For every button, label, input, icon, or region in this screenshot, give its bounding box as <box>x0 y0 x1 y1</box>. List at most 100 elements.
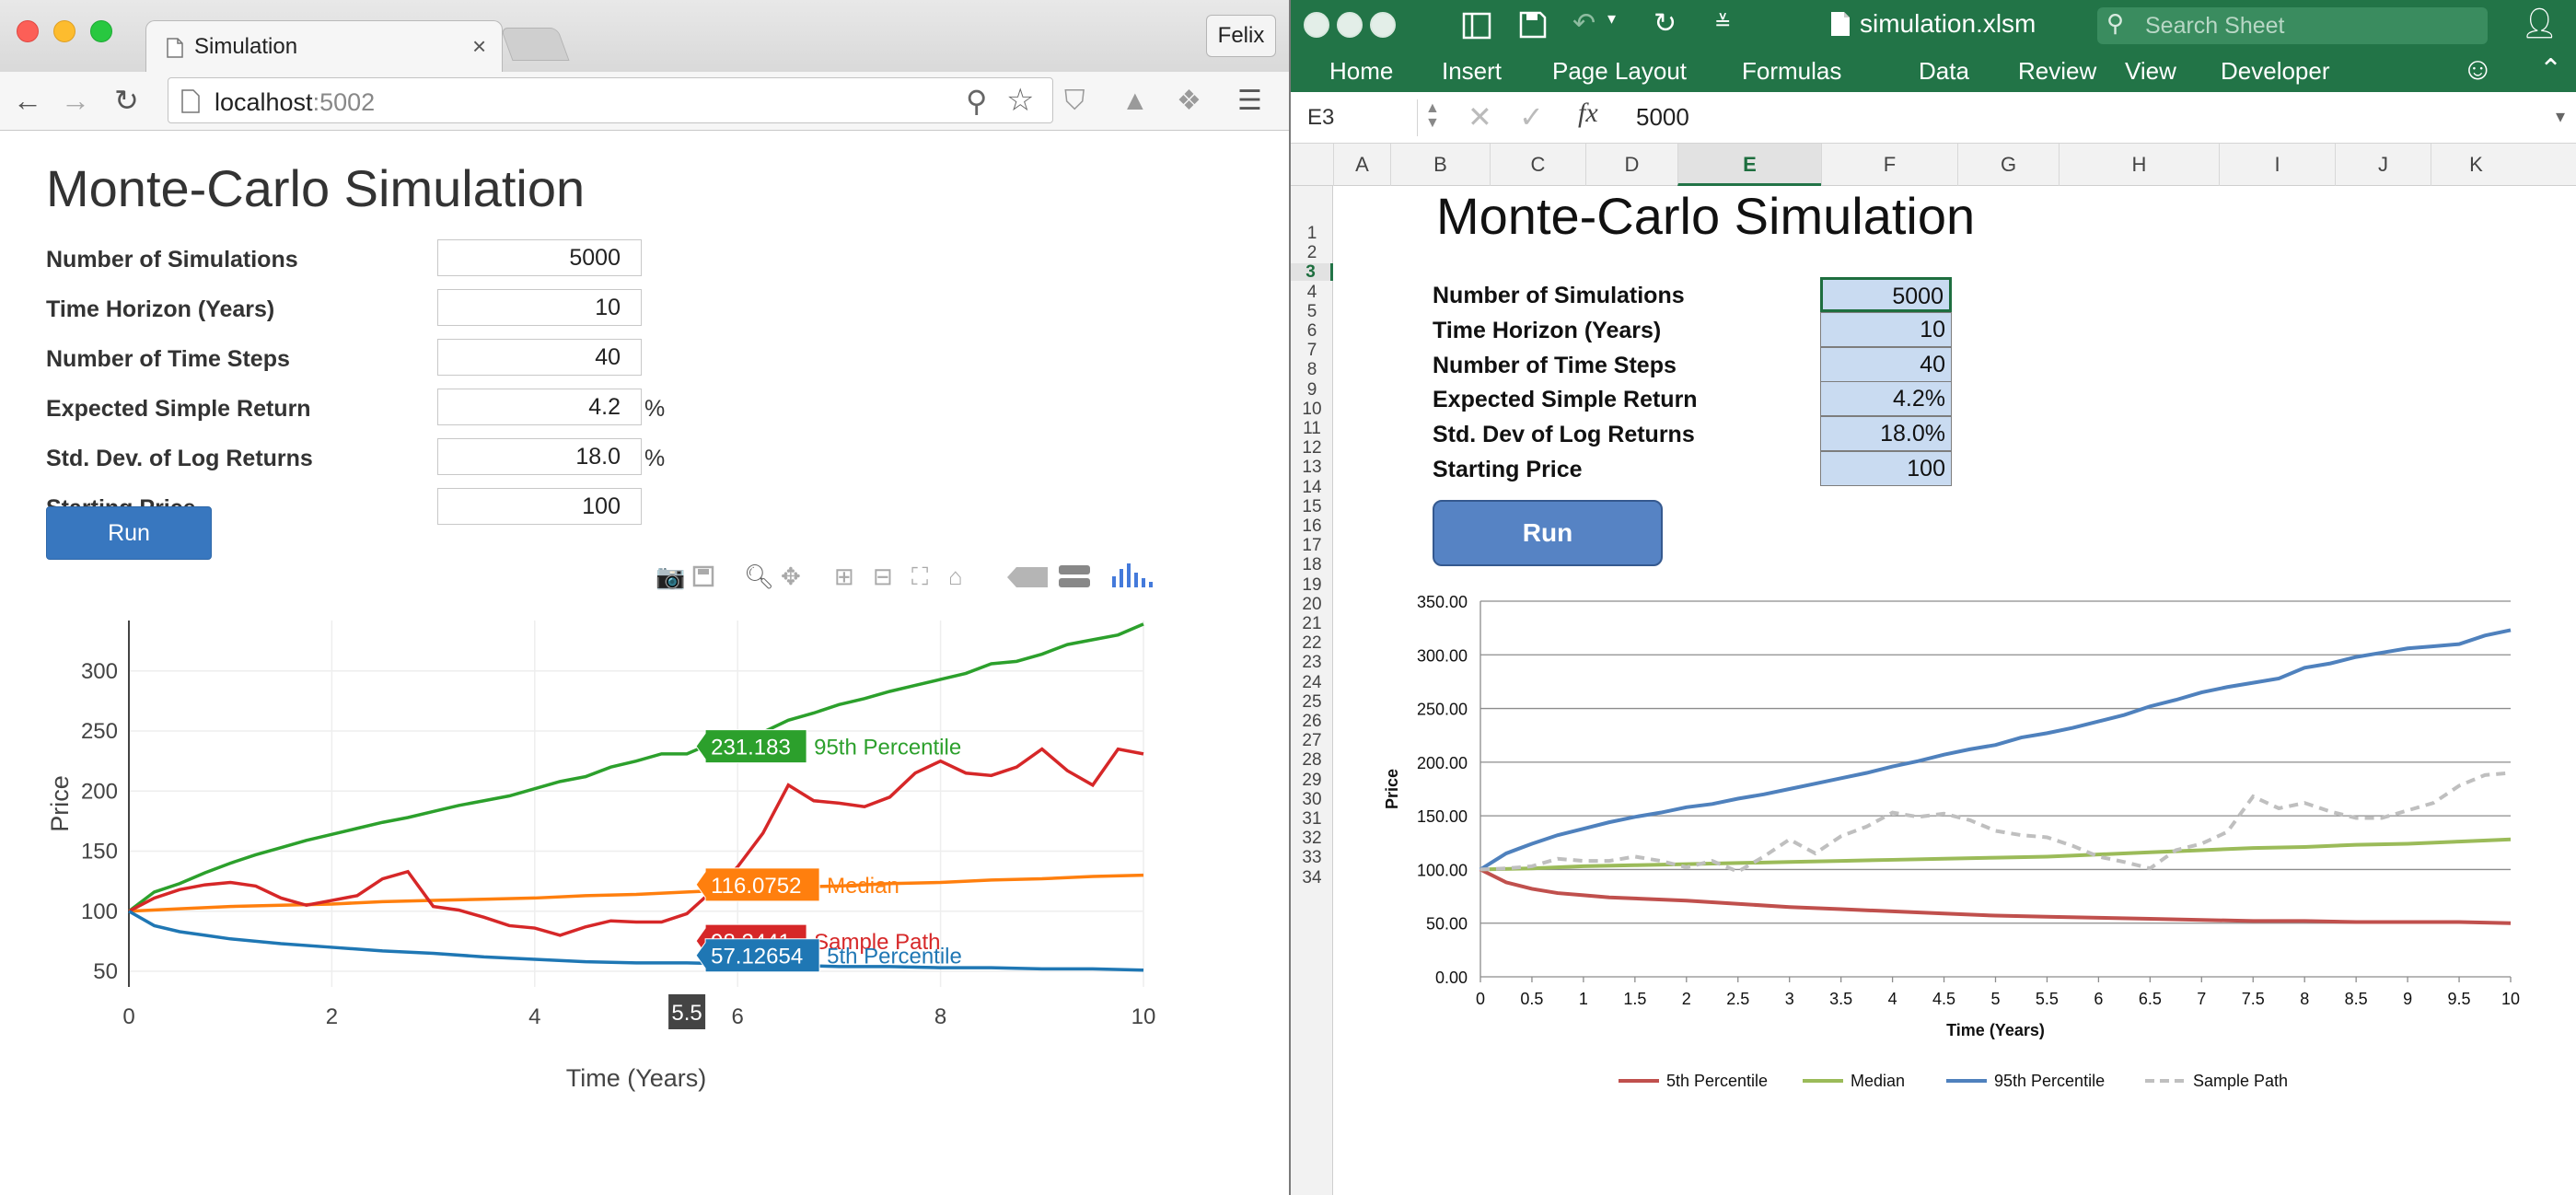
new-tab-button[interactable] <box>500 28 570 61</box>
input-cell[interactable]: 100 <box>1820 451 1952 486</box>
camera-icon[interactable]: 📷 <box>656 563 686 590</box>
ribbon-tab[interactable]: Home <box>1329 57 1394 85</box>
field-input[interactable]: 100 <box>437 488 642 525</box>
profile-button[interactable]: Felix <box>1206 15 1276 57</box>
name-box[interactable]: E3 <box>1300 99 1418 136</box>
function-icon[interactable]: fx <box>1578 98 1598 128</box>
chevron-down-icon[interactable]: ▾ <box>1607 9 1617 28</box>
plotly-logo-icon[interactable] <box>1112 563 1153 589</box>
close-window-button[interactable] <box>17 20 39 42</box>
ribbon-tab[interactable]: Insert <box>1442 57 1503 85</box>
row-header[interactable]: 34 <box>1302 867 1322 888</box>
row-header[interactable]: 18 <box>1302 555 1322 575</box>
bookmark-star-icon[interactable]: ☆ <box>1006 83 1035 118</box>
row-header[interactable]: 3 <box>1291 263 1333 282</box>
row-header[interactable]: 27 <box>1302 731 1322 751</box>
input-cell[interactable]: 18.0% <box>1820 416 1952 452</box>
row-header[interactable]: 11 <box>1303 419 1321 438</box>
series-line[interactable] <box>1479 628 2512 872</box>
zoom-out-icon[interactable]: ⊟ <box>873 563 893 590</box>
ribbon-tab[interactable]: Formulas <box>1742 57 1842 85</box>
address-bar[interactable]: localhost:5002 ⚲ ☆ <box>168 77 1053 123</box>
series-line[interactable] <box>128 747 1144 937</box>
row-header[interactable]: 8 <box>1306 360 1317 380</box>
pan-icon[interactable]: ✥ <box>781 563 801 590</box>
row-header[interactable]: 30 <box>1302 789 1322 809</box>
save-icon[interactable] <box>692 565 714 587</box>
hover-compare-icon[interactable] <box>1059 565 1090 589</box>
simulation-plot[interactable]: 0 2 4 6 8 10 50 100 150 200 250 300 Time (Years) Pric… <box>0 591 1289 1195</box>
row-header[interactable]: 23 <box>1302 653 1322 673</box>
series-line[interactable] <box>127 622 1144 913</box>
autoscale-icon[interactable]: ⛶ <box>911 563 929 590</box>
customize-toolbar-icon[interactable]: ≚ <box>1714 11 1732 34</box>
row-header[interactable]: 10 <box>1302 399 1322 419</box>
confirm-icon[interactable]: ✓ <box>1519 100 1544 133</box>
ribbon-tab[interactable]: Data <box>1919 57 1969 85</box>
row-header[interactable]: 1 <box>1306 224 1317 243</box>
input-cell[interactable]: 40 <box>1820 346 1952 382</box>
series-line[interactable] <box>1479 867 2512 925</box>
undo-icon[interactable]: ↶ <box>1572 8 1596 39</box>
row-header[interactable]: 31 <box>1302 809 1322 829</box>
minimize-window-button[interactable] <box>53 20 75 42</box>
zoom-icon[interactable]: 🔍︎ <box>744 563 775 590</box>
field-input[interactable]: 18.0 <box>437 438 642 475</box>
zoom-icon[interactable]: ⚲ <box>966 85 988 118</box>
add-user-icon[interactable]: 👤︎ <box>2521 6 2559 40</box>
series-line[interactable] <box>1479 771 2512 874</box>
row-header[interactable]: 4 <box>1306 282 1317 302</box>
hover-closest-icon[interactable] <box>1007 567 1048 587</box>
dropbox-extension-icon[interactable]: ❖ <box>1177 86 1201 116</box>
close-window-button[interactable] <box>1304 12 1329 38</box>
input-cell[interactable]: 4.2% <box>1820 381 1952 417</box>
column-header[interactable]: G <box>1957 144 2059 186</box>
row-header[interactable]: 6 <box>1306 321 1317 341</box>
ribbon-tab[interactable]: Developer <box>2221 57 2330 85</box>
row-header[interactable]: 26 <box>1302 712 1322 731</box>
back-icon[interactable]: ← <box>13 84 42 117</box>
input-cell[interactable]: 5000 <box>1820 277 1952 312</box>
ribbon-tab[interactable]: Page Layout <box>1552 57 1688 85</box>
field-input[interactable]: 4.2 <box>437 389 642 425</box>
column-header[interactable]: D <box>1585 144 1677 186</box>
row-header[interactable]: 28 <box>1302 750 1322 771</box>
ribbon-tab[interactable]: Review <box>2018 57 2097 85</box>
row-header[interactable]: 24 <box>1302 672 1322 692</box>
row-header[interactable]: 17 <box>1302 536 1322 556</box>
redo-icon[interactable]: ↻ <box>1654 8 1677 39</box>
column-header[interactable]: H <box>2059 144 2219 186</box>
expand-formula-icon[interactable]: ▾ <box>2556 107 2566 127</box>
row-header[interactable]: 19 <box>1302 574 1322 595</box>
row-header[interactable]: 7 <box>1306 341 1317 361</box>
column-header[interactable]: K <box>2431 144 2521 186</box>
series-line[interactable] <box>1479 837 2512 872</box>
series-line[interactable] <box>128 873 1144 913</box>
excel-run-button[interactable]: Run <box>1433 500 1663 566</box>
close-tab-icon[interactable]: × <box>472 32 487 60</box>
row-header[interactable]: 14 <box>1302 477 1322 497</box>
name-box-stepper-icon[interactable]: ▲ ▼ <box>1425 100 1440 131</box>
run-button[interactable]: Run <box>46 506 212 560</box>
row-header[interactable]: 12 <box>1302 438 1322 458</box>
row-header[interactable]: 20 <box>1302 594 1322 614</box>
shield-extension-icon[interactable]: ⛉ <box>1064 86 1085 116</box>
browser-tab[interactable]: Simulation × <box>145 20 503 74</box>
row-header[interactable]: 22 <box>1302 633 1322 654</box>
reload-icon[interactable]: ↻ <box>114 84 139 117</box>
row-header[interactable]: 16 <box>1302 516 1322 536</box>
row-header[interactable]: 21 <box>1302 614 1322 633</box>
row-header[interactable]: 13 <box>1302 458 1322 478</box>
column-header[interactable]: E <box>1677 144 1821 186</box>
row-header[interactable]: 9 <box>1306 379 1317 400</box>
minimize-window-button[interactable] <box>1337 12 1363 38</box>
search-sheet-input[interactable]: Search Sheet <box>2097 7 2488 44</box>
input-cell[interactable]: 10 <box>1820 311 1952 347</box>
reset-axes-icon[interactable]: ⌂ <box>948 563 963 590</box>
menu-icon[interactable]: ☰ <box>1237 86 1262 116</box>
save-icon[interactable] <box>1519 11 1547 39</box>
worksheet-grid[interactable] <box>1333 186 2576 1195</box>
row-header[interactable]: 33 <box>1302 848 1322 868</box>
sidebar-toggle-icon[interactable] <box>1462 11 1491 41</box>
forward-icon[interactable]: → <box>61 84 90 117</box>
